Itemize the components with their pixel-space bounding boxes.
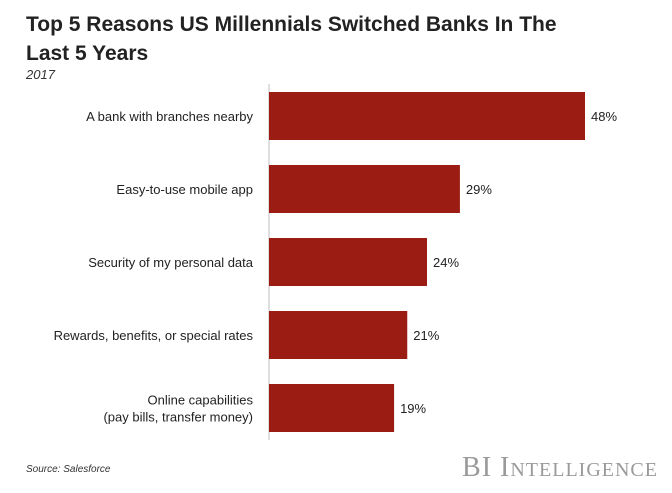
chart-subtitle: 2017 — [26, 67, 55, 82]
bars-group: 48% A bank with branches nearby 29% Easy-to… — [54, 92, 617, 432]
chart-title: Top 5 Reasons US Millennials Switched Ba… — [26, 13, 557, 65]
bar-chart: 48% A bank with branches nearby 29% Easy-to… — [54, 84, 617, 440]
category-label-2: Easy-to-use mobile app — [116, 182, 253, 197]
bi-intelligence-logo: BI Intelligence — [462, 452, 658, 484]
category-label-1: A bank with branches nearby — [86, 109, 253, 124]
value-label-5: 19% — [400, 401, 426, 416]
value-label-1: 48% — [591, 109, 617, 124]
bar-4 — [269, 311, 408, 359]
bar-5 — [269, 384, 395, 432]
category-label-4: Rewards, benefits, or special rates — [54, 328, 254, 343]
brand-second: Intelligence — [500, 452, 658, 483]
category-label-line: Rewards, benefits, or special rates — [54, 328, 254, 343]
category-label-line: A bank with branches nearby — [86, 109, 253, 124]
category-label-3: Security of my personal data — [88, 255, 254, 270]
category-label-line: (pay bills, transfer money) — [103, 410, 253, 425]
source-note: Source: Salesforce — [26, 464, 111, 475]
category-label-line: Online capabilities — [147, 393, 253, 408]
value-label-4: 21% — [413, 328, 439, 343]
bar-2 — [269, 165, 460, 213]
category-label-5: Online capabilities (pay bills, transfer … — [103, 393, 253, 425]
bar-1 — [269, 92, 585, 140]
value-label-2: 29% — [466, 182, 492, 197]
bar-3 — [269, 238, 427, 286]
value-label-3: 24% — [433, 255, 459, 270]
category-label-line: Easy-to-use mobile app — [116, 182, 253, 197]
category-label-line: Security of my personal data — [88, 255, 254, 270]
brand-first: BI — [462, 452, 493, 483]
